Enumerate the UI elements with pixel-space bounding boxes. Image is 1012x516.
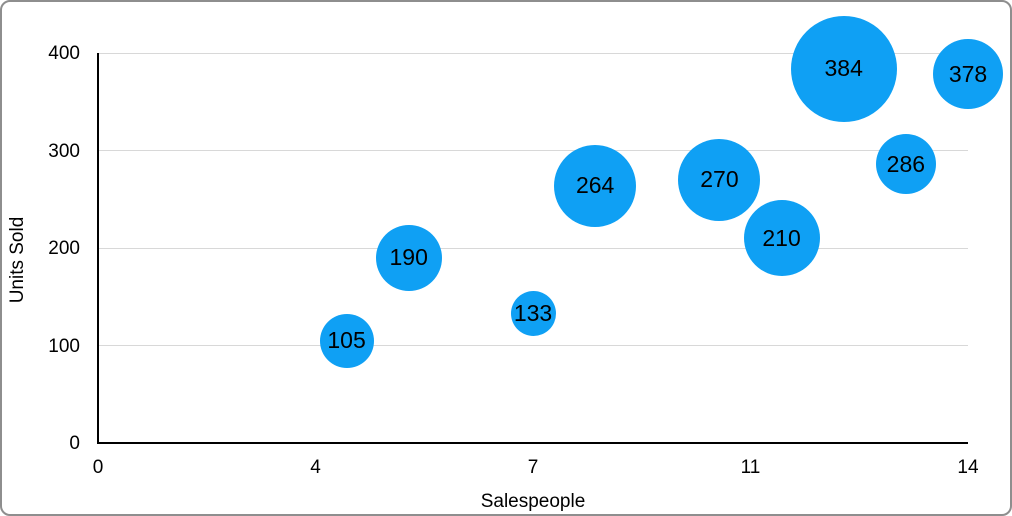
bubble-105[interactable]: 105 xyxy=(319,313,374,368)
bubble-133[interactable]: 133 xyxy=(510,290,556,336)
gridline-y-100 xyxy=(98,345,968,346)
gridline-y-300 xyxy=(98,150,968,151)
x-tick-label-11: 11 xyxy=(740,457,761,478)
bubble-value-label: 378 xyxy=(948,60,988,87)
y-tick-label-300: 300 xyxy=(48,140,80,162)
bubble-value-label: 384 xyxy=(824,55,863,82)
gridline-y-200 xyxy=(98,247,968,249)
y-tick-label-400: 400 xyxy=(48,43,80,64)
bubble-270[interactable]: 270 xyxy=(678,138,761,221)
y-tick-label-100: 100 xyxy=(48,335,80,357)
y-tick-label-200: 200 xyxy=(48,238,80,259)
bubble-value-label: 270 xyxy=(700,166,739,193)
bubble-286[interactable]: 286 xyxy=(875,134,936,195)
x-axis-line xyxy=(97,442,968,444)
bubble-264[interactable]: 264 xyxy=(554,144,637,227)
bubble-value-label: 105 xyxy=(327,327,366,354)
bubble-value-label: 133 xyxy=(513,299,553,326)
y-axis-title: Units Sold xyxy=(7,216,28,304)
x-tick-label-14: 14 xyxy=(957,457,979,478)
bubble-value-label: 286 xyxy=(886,150,926,177)
bubble-378[interactable]: 378 xyxy=(933,39,1003,110)
x-tick-label-7: 7 xyxy=(527,457,539,478)
gridline-y-400 xyxy=(98,52,968,54)
bubble-value-label: 190 xyxy=(389,244,428,271)
bubble-value-label: 264 xyxy=(575,172,615,199)
bubble-210[interactable]: 210 xyxy=(743,200,820,277)
y-axis-line xyxy=(97,53,99,444)
x-tick-label-4: 4 xyxy=(310,457,321,478)
x-tick-label-0: 0 xyxy=(92,457,104,478)
bubble-384[interactable]: 384 xyxy=(790,15,897,122)
x-axis-title: Salespeople xyxy=(480,491,586,512)
y-tick-label-0: 0 xyxy=(69,433,80,454)
bubble-190[interactable]: 190 xyxy=(375,224,442,291)
bubble-value-label: 210 xyxy=(762,224,801,251)
